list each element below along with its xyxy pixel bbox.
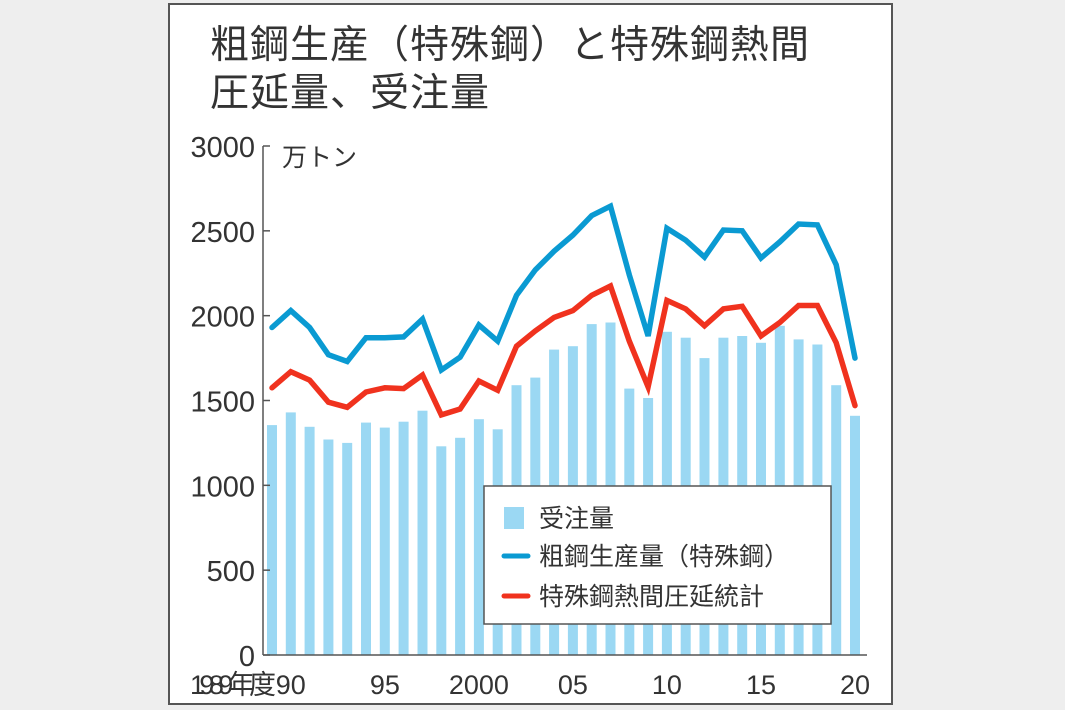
y-tick-label-2500: 2500 [190,217,255,249]
title-line-2: 圧延量、受注量 [210,71,491,116]
bar-1994 [361,422,371,655]
bar-2000 [473,419,484,655]
y-tick-label-2000: 2000 [190,302,255,334]
x-tick-label-2000: 2000 [449,670,509,700]
x-tick-label-2010: 10 [652,670,682,700]
hot-rolling-line [269,282,858,419]
bar-1993 [342,442,353,655]
legend: 受注量 粗鋼生産量（特殊鋼） 特殊鋼熱間圧延統計 [483,485,832,625]
legend-box [483,485,832,625]
x-tick-label-2015: 15 [746,670,776,700]
bar-2020 [850,415,860,655]
x-tick-label-2020: 20 [840,670,870,700]
chart-title: 粗鋼生産（特殊鋼）と特殊鋼熱間 圧延量、受注量 [210,22,810,118]
y-tick-label-1500: 1500 [190,387,255,419]
y-tick-label-500: 500 [207,556,255,588]
x-tick-label-1995: 95 [370,670,400,700]
y-tick-label-3000: 3000 [190,132,255,164]
bar-1996 [398,421,409,655]
x-tick-label-2005: 05 [558,670,588,700]
legend-swatch-orders [504,507,524,529]
bar-1992 [323,439,334,655]
line-series [269,202,858,419]
legend-label-hot-rolling: 特殊鋼熱間圧延統計 [539,582,764,611]
bar-1997 [417,410,428,655]
bar-1995 [379,427,390,655]
bar-1991 [304,426,315,655]
x-tick-label-1989: 1989年度 [190,670,276,700]
y-tick-label-0: 0 [239,641,255,673]
axes: 0 500 1000 1500 2000 2500 3000 1989年度 90 95 2000 05… [190,132,870,700]
crude-steel-line [269,202,858,375]
x-tick-label-1990: 90 [276,670,306,700]
bar-2019 [831,385,842,655]
legend-label-crude-steel: 粗鋼生産量（特殊鋼） [539,542,789,571]
bar-1998 [436,446,447,655]
unit-label: 万トン [282,143,357,172]
bar-1999 [455,437,466,655]
title-line-1: 粗鋼生産（特殊鋼）と特殊鋼熱間 [210,23,811,68]
legend-label-orders: 受注量 [539,504,614,533]
bar-1990 [285,412,296,655]
bar-1989 [267,425,277,655]
y-tick-label-1000: 1000 [190,471,255,503]
